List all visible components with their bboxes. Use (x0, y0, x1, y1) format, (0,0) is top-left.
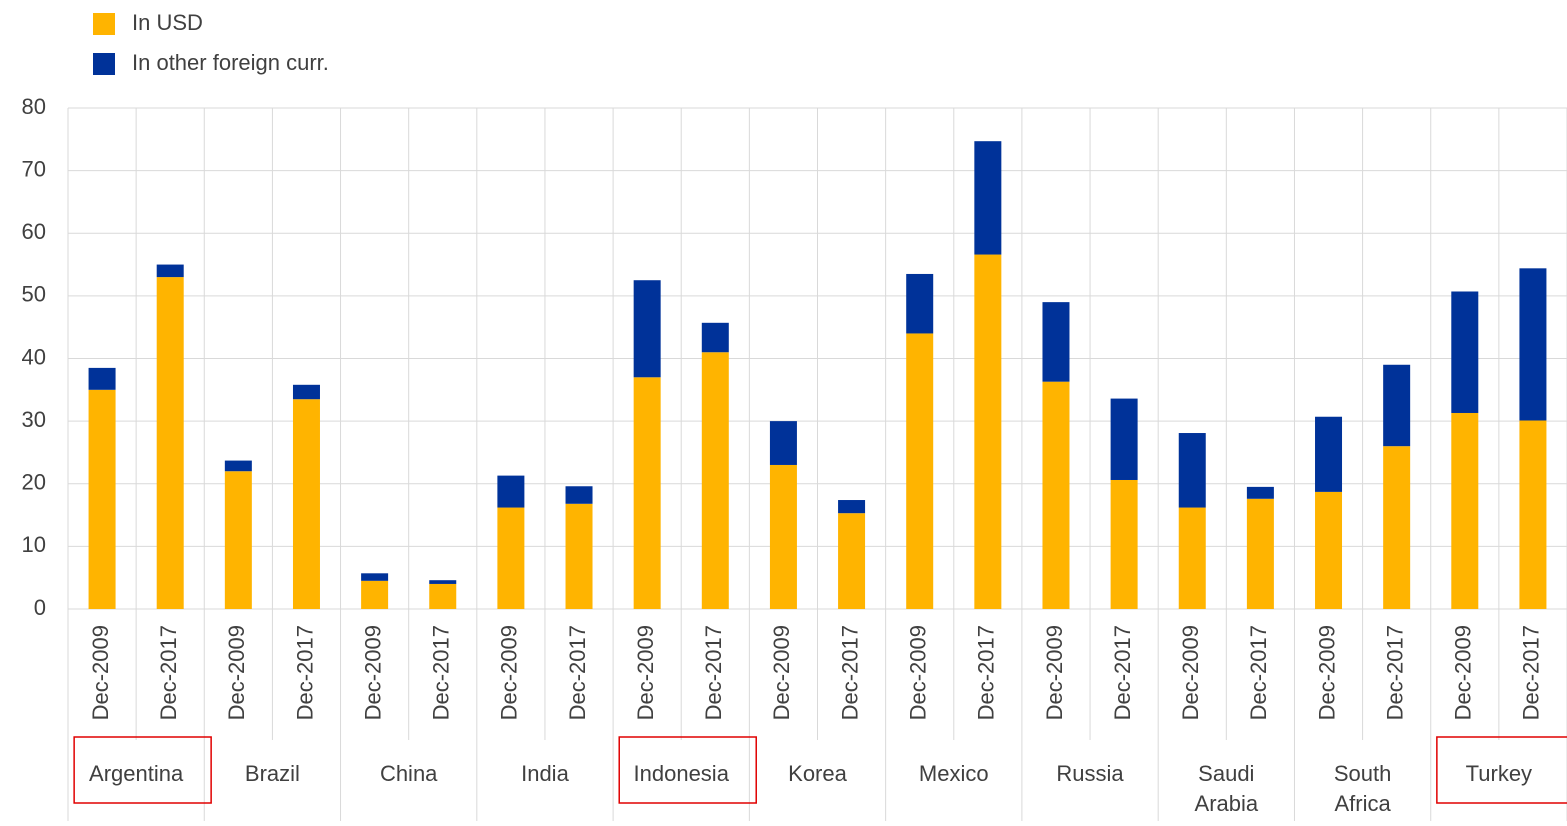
legend-swatch (93, 53, 115, 75)
x-tick-label: Dec-2017 (1382, 625, 1407, 720)
x-tick-label: Dec-2009 (633, 625, 658, 720)
bar-segment (633, 377, 661, 609)
bar-segment (974, 141, 1002, 255)
x-tick-label: Dec-2009 (224, 625, 249, 720)
y-tick-label: 30 (22, 407, 46, 432)
x-tick-label: Dec-2017 (1110, 625, 1135, 720)
bar-segment (838, 500, 866, 514)
group-label: Argentina (89, 761, 184, 786)
x-tick-label: Dec-2017 (429, 625, 454, 720)
bar-segment (1110, 398, 1138, 480)
highlight-box (73, 736, 212, 804)
group-label: Indonesia (634, 761, 730, 786)
group-label: Korea (788, 761, 847, 786)
bar-segment (1519, 268, 1547, 421)
group-label: India (521, 761, 569, 786)
x-tick-label: Dec-2009 (360, 625, 385, 720)
bar-segment (769, 421, 797, 465)
group-label: Turkey (1466, 761, 1532, 786)
bar-segment (1315, 491, 1343, 609)
highlight-box (1436, 736, 1567, 804)
x-tick-label: Dec-2017 (1519, 625, 1544, 720)
y-tick-label: 80 (22, 94, 46, 119)
bar-segment (1519, 420, 1547, 609)
bar-segment (1383, 446, 1411, 609)
bar-segment (1042, 302, 1070, 382)
x-tick-label: Dec-2009 (497, 625, 522, 720)
bar-segment (497, 475, 525, 508)
y-tick-label: 40 (22, 344, 46, 369)
bar-segment (156, 277, 184, 609)
group-label-line: Africa (1334, 791, 1391, 816)
bar-segment (497, 507, 525, 609)
bar-segment (1178, 507, 1206, 609)
bar-segment (906, 333, 934, 609)
group-label: Mexico (919, 761, 989, 786)
bar-segment (361, 573, 389, 581)
bar-segment (88, 367, 116, 390)
bar-segment (565, 503, 593, 609)
bar-segment (1246, 486, 1274, 499)
x-tick-label: Dec-2009 (906, 625, 931, 720)
bar-segment (292, 399, 320, 609)
x-tick-label: Dec-2009 (88, 625, 113, 720)
bar-segment (1451, 412, 1479, 609)
bar-segment (769, 464, 797, 609)
highlight-box (618, 736, 757, 804)
x-tick-label: Dec-2017 (156, 625, 181, 720)
x-tick-label: Dec-2017 (701, 625, 726, 720)
x-tick-label: Dec-2017 (974, 625, 999, 720)
bar-segment (701, 322, 729, 353)
x-tick-label: Dec-2009 (1178, 625, 1203, 720)
x-tick-label: Dec-2017 (292, 625, 317, 720)
group-label: China (380, 761, 438, 786)
bar-segment (1315, 416, 1343, 492)
bar-segment (224, 460, 252, 472)
bar-segment (1110, 479, 1138, 609)
x-tick-label: Dec-2009 (1314, 625, 1339, 720)
x-tick-label: Dec-2017 (1246, 625, 1271, 720)
y-tick-label: 0 (34, 595, 46, 620)
bar-segment (838, 513, 866, 609)
bar-segment (429, 583, 457, 609)
bar-segment (224, 471, 252, 609)
group-label: South Africa (1334, 761, 1392, 816)
bar-segment (1042, 381, 1070, 609)
x-tick-label: Dec-2009 (1042, 625, 1067, 720)
bar-segment (1178, 433, 1206, 508)
group-label: Saudi Arabia (1195, 761, 1259, 816)
y-tick-label: 10 (22, 532, 46, 557)
bar-segment (906, 273, 934, 334)
bar-segment (974, 254, 1002, 610)
bar-segment (88, 389, 116, 609)
x-tick-label: Dec-2017 (565, 625, 590, 720)
group-label: Brazil (245, 761, 300, 786)
bar-segment (565, 486, 593, 504)
group-label: Russia (1056, 761, 1124, 786)
bar-segment (361, 580, 389, 609)
bar-segment (1451, 291, 1479, 413)
y-tick-label: 50 (22, 282, 46, 307)
bar-segment (633, 280, 661, 378)
legend-label: In USD (132, 10, 203, 35)
group-label-line: Saudi (1198, 761, 1254, 786)
x-tick-label: Dec-2009 (769, 625, 794, 720)
bar-segment (1383, 364, 1411, 447)
bar-segment (292, 384, 320, 400)
group-label-line: Arabia (1195, 791, 1259, 816)
x-tick-label: Dec-2017 (837, 625, 862, 720)
y-tick-label: 20 (22, 470, 46, 495)
bar-segment (429, 580, 457, 584)
legend-swatch (93, 13, 115, 35)
legend-label: In other foreign curr. (132, 50, 329, 75)
bar-segment (156, 264, 184, 278)
x-tick-label: Dec-2009 (1451, 625, 1476, 720)
group-label-line: South (1334, 761, 1392, 786)
bar-segment (1246, 498, 1274, 609)
bar-segment (701, 352, 729, 609)
y-tick-label: 70 (22, 156, 46, 181)
y-tick-label: 60 (22, 219, 46, 244)
